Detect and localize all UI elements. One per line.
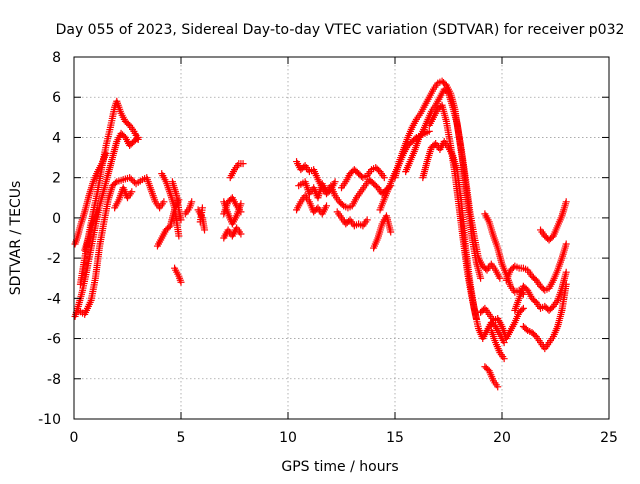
data-point [111,179,119,187]
y-tick-label: 8 [52,50,61,66]
data-point [562,280,570,288]
series-segment [487,327,508,363]
data-point [198,204,206,212]
x-tick-label: 10 [279,430,297,446]
data-point [323,202,331,210]
data-point [494,383,502,391]
data-point [134,135,142,143]
data-point [519,304,527,312]
data-point [477,274,485,282]
data-point [175,232,183,240]
data-point [129,177,137,185]
data-point [387,228,395,236]
data-point [500,355,508,363]
data-point [522,325,530,333]
series-segment [226,160,247,182]
y-tick-label: -10 [38,412,61,428]
y-tick-label: 4 [52,130,61,146]
axis-ticks [73,56,610,420]
x-axis-label: GPS time / hours [281,459,398,475]
series-segment [293,192,331,218]
series-segment [333,208,371,230]
data-point [237,200,245,208]
chart-title: Day 055 of 2023, Sidereal Day-to-day VTE… [56,22,625,38]
series-segment [481,363,502,391]
y-tick-label: -4 [47,291,61,307]
series-segment [502,240,570,294]
data-point [177,278,185,286]
series-segment [111,184,136,212]
series-segment [477,304,527,343]
series-segment [537,198,570,244]
x-tick-label: 25 [600,430,618,446]
y-tick-label: -6 [47,332,61,348]
data-point [177,216,185,224]
series-segment [74,174,168,318]
x-tick-label: 20 [493,430,511,446]
data-point [239,160,247,168]
series-segment [81,206,102,254]
series-segment [220,198,245,228]
data-point [201,226,209,234]
y-axis-label: SDTVAR / TECUs [8,181,24,296]
series-segment [425,101,480,322]
data-point [562,198,570,206]
x-tick-label: 5 [177,430,186,446]
series-segment [220,224,245,242]
series-segment [370,212,395,252]
data-point [237,230,245,238]
data-point [126,174,134,182]
data-point [363,216,371,224]
tick-labels: 0 5 10 15 20 25 -10 -8 -6 -4 -2 0 2 4 6 8 [38,50,618,446]
data-point [160,198,168,206]
data-point [338,200,346,208]
series-segment [181,198,196,218]
series-segment [196,204,206,226]
series-segment [76,97,142,288]
data-point [127,175,135,183]
data-point [128,188,136,196]
data-point [188,198,196,206]
x-tick-label: 0 [70,430,79,446]
data-point [562,240,570,248]
series-segment [171,264,185,286]
y-tick-label: 0 [52,211,61,227]
data-point [472,314,480,322]
data-point [425,127,433,135]
plot-frame [73,56,610,420]
y-tick-label: -8 [47,372,61,388]
x-tick-label: 15 [386,430,404,446]
data-point [562,268,570,276]
data-point [518,306,526,314]
data-point [500,339,508,347]
data-point [331,178,339,186]
data-point [380,174,388,182]
series-segment [402,85,504,282]
data-points [71,77,570,391]
data-point [94,206,102,214]
series-segment [519,280,570,353]
data-point [496,274,504,282]
y-tick-label: 2 [52,171,61,187]
series-segment [338,164,388,192]
y-tick-label: -2 [47,251,61,267]
y-tick-label: 6 [52,90,61,106]
